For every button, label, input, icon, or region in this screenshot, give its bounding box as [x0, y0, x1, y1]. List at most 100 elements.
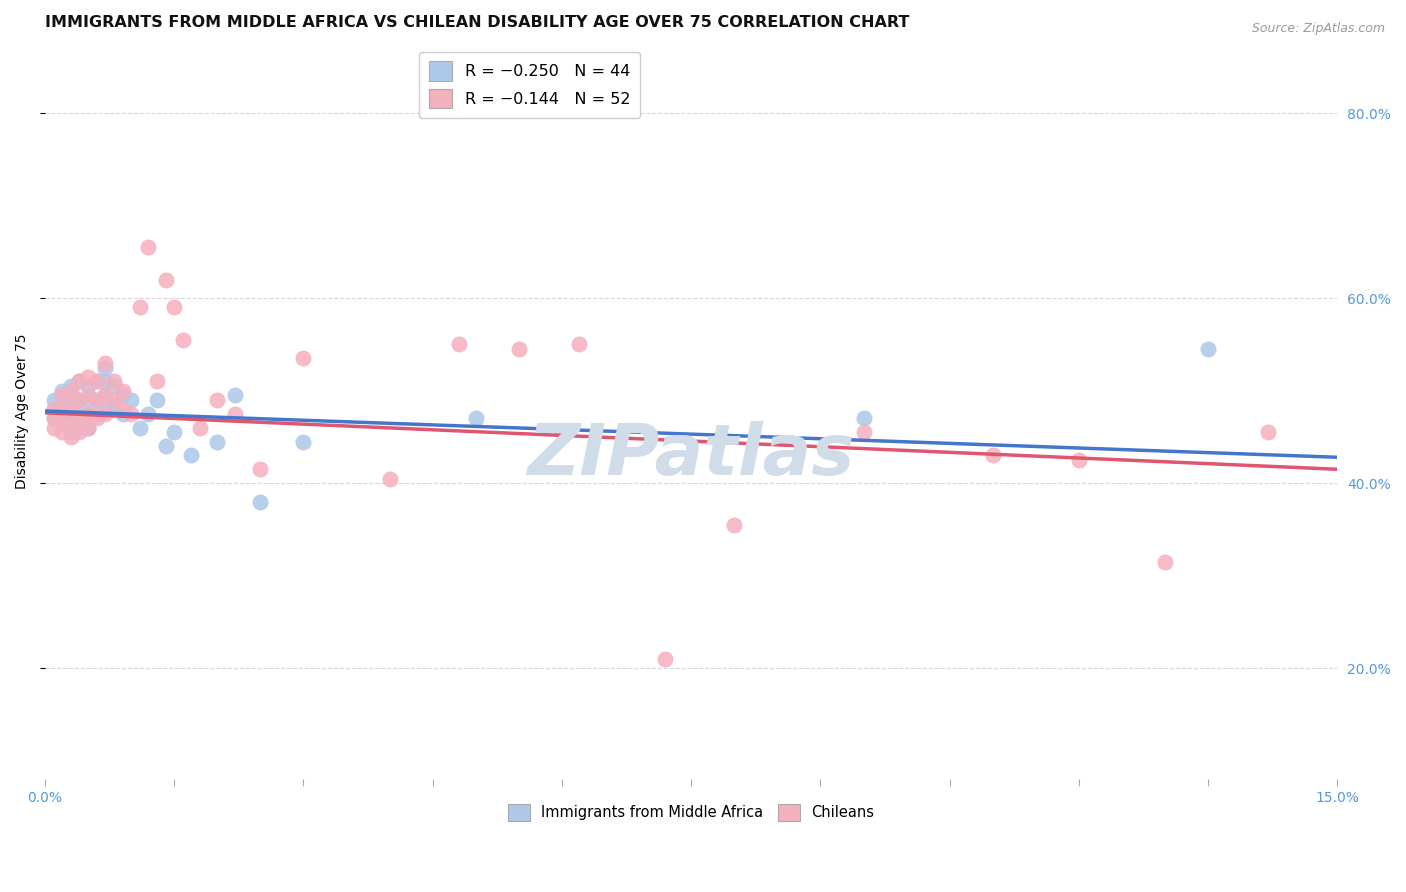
Point: [1067, 453, 1090, 467]
Point: [42, 402, 65, 417]
Point: [42, 420, 65, 434]
Point: [59, 384, 82, 398]
Point: [292, 434, 315, 449]
Point: [146, 392, 169, 407]
Point: [59, 392, 82, 407]
Point: [103, 398, 125, 412]
Point: [51, 411, 73, 425]
Point: [1154, 555, 1177, 569]
Point: [67, 425, 90, 440]
Point: [155, 272, 177, 286]
Point: [59, 379, 82, 393]
Point: [67, 375, 90, 389]
Point: [94, 388, 117, 402]
Point: [128, 301, 150, 315]
Point: [94, 407, 117, 421]
Point: [568, 337, 591, 351]
Point: [77, 392, 100, 407]
Point: [77, 388, 100, 402]
Point: [77, 420, 100, 434]
Point: [51, 384, 73, 398]
Point: [723, 517, 745, 532]
Point: [378, 471, 401, 485]
Point: [224, 388, 246, 402]
Point: [67, 411, 90, 425]
Point: [67, 375, 90, 389]
Point: [551, 425, 574, 440]
Point: [51, 402, 73, 417]
Point: [128, 420, 150, 434]
Point: [59, 416, 82, 430]
Point: [94, 360, 117, 375]
Point: [42, 411, 65, 425]
Point: [59, 430, 82, 444]
Point: [86, 375, 108, 389]
Point: [94, 388, 117, 402]
Point: [86, 392, 108, 407]
Point: [180, 449, 202, 463]
Point: [111, 407, 134, 421]
Text: ZIPatlas: ZIPatlas: [527, 421, 855, 490]
Point: [42, 392, 65, 407]
Point: [51, 425, 73, 440]
Point: [163, 301, 186, 315]
Point: [94, 375, 117, 389]
Point: [138, 240, 160, 254]
Point: [86, 392, 108, 407]
Point: [103, 379, 125, 393]
Text: Source: ZipAtlas.com: Source: ZipAtlas.com: [1251, 22, 1385, 36]
Point: [67, 392, 90, 407]
Point: [103, 392, 125, 407]
Point: [111, 402, 134, 417]
Point: [111, 384, 134, 398]
Point: [111, 388, 134, 402]
Text: IMMIGRANTS FROM MIDDLE AFRICA VS CHILEAN DISABILITY AGE OVER 75 CORRELATION CHAR: IMMIGRANTS FROM MIDDLE AFRICA VS CHILEAN…: [45, 15, 910, 30]
Point: [852, 411, 875, 425]
Y-axis label: Disability Age Over 75: Disability Age Over 75: [15, 334, 30, 489]
Point: [51, 388, 73, 402]
Point: [464, 411, 486, 425]
Point: [447, 337, 470, 351]
Point: [120, 392, 142, 407]
Point: [77, 407, 100, 421]
Point: [981, 449, 1004, 463]
Point: [42, 402, 65, 417]
Point: [155, 439, 177, 453]
Point: [172, 333, 194, 347]
Point: [163, 425, 186, 440]
Point: [654, 652, 676, 666]
Point: [188, 420, 211, 434]
Point: [207, 392, 229, 407]
Point: [77, 379, 100, 393]
Point: [86, 407, 108, 421]
Legend: Immigrants from Middle Africa, Chileans: Immigrants from Middle Africa, Chileans: [502, 797, 880, 827]
Point: [67, 420, 90, 434]
Point: [94, 356, 117, 370]
Point: [42, 411, 65, 425]
Point: [67, 392, 90, 407]
Point: [86, 375, 108, 389]
Point: [120, 407, 142, 421]
Point: [94, 402, 117, 417]
Point: [1197, 342, 1219, 356]
Point: [77, 369, 100, 384]
Point: [59, 425, 82, 440]
Point: [67, 407, 90, 421]
Point: [77, 420, 100, 434]
Point: [51, 402, 73, 417]
Point: [59, 407, 82, 421]
Point: [207, 434, 229, 449]
Point: [51, 416, 73, 430]
Point: [77, 407, 100, 421]
Point: [146, 375, 169, 389]
Point: [138, 407, 160, 421]
Point: [224, 407, 246, 421]
Point: [59, 402, 82, 417]
Point: [1257, 425, 1279, 440]
Point: [508, 342, 530, 356]
Point: [249, 494, 271, 508]
Point: [86, 411, 108, 425]
Point: [249, 462, 271, 476]
Point: [103, 375, 125, 389]
Point: [852, 425, 875, 440]
